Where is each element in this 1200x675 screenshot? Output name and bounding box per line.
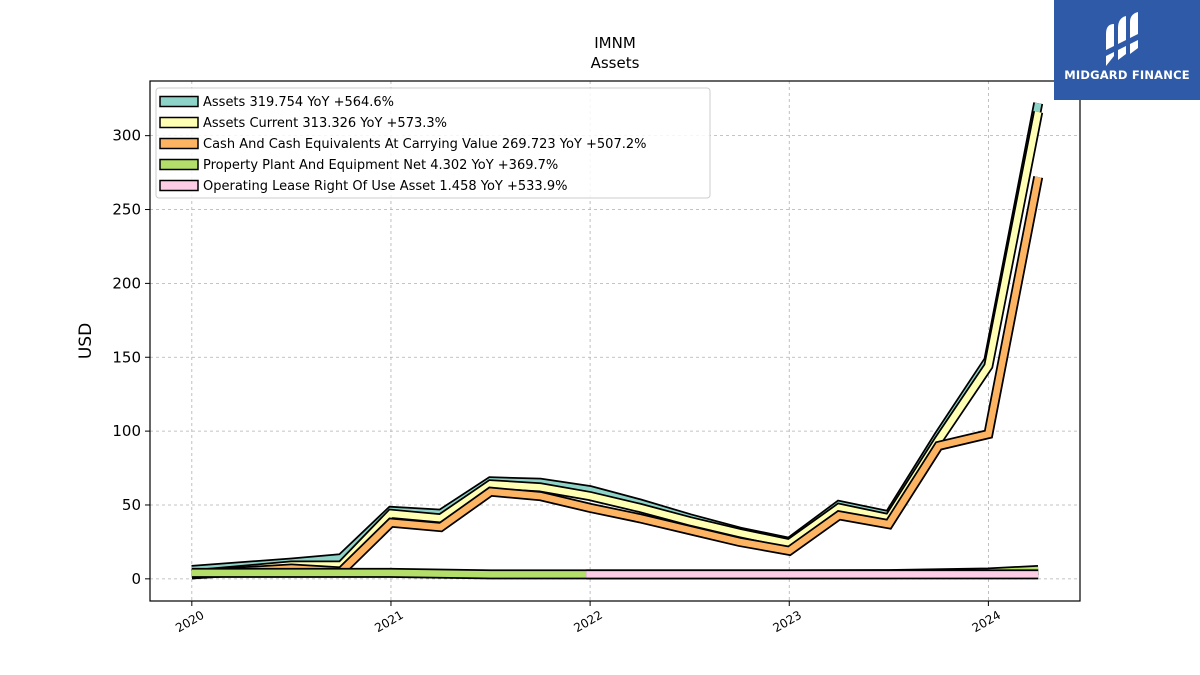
y-tick-label-0: 0: [131, 570, 141, 588]
legend-swatch-2: [159, 137, 199, 150]
legend-label-0: Assets 319.754 YoY +564.6%: [203, 95, 394, 110]
series-layer: [191, 102, 1044, 580]
y-axis-label: USD: [76, 323, 96, 359]
legend-item-3: Property Plant And Equipment Net 4.302 Y…: [159, 158, 558, 173]
chart-title: IMNM: [594, 34, 636, 52]
x-tick-label-4: 2024: [970, 608, 1003, 635]
legend-label-1: Assets Current 313.326 YoY +573.3%: [203, 116, 447, 131]
legend-item-2: Cash And Cash Equivalents At Carrying Va…: [159, 137, 646, 152]
x-tick-label-2: 2022: [571, 608, 604, 635]
legend-item-1: Assets Current 313.326 YoY +573.3%: [159, 116, 447, 131]
y-tick-label-1: 50: [122, 496, 141, 514]
legend-swatch-4: [159, 179, 199, 192]
legend-swatch-3: [159, 158, 199, 171]
y-tick-label-4: 200: [112, 274, 141, 292]
y-tick-label-3: 150: [112, 348, 141, 366]
legend-label-3: Property Plant And Equipment Net 4.302 Y…: [203, 158, 558, 173]
x-tick-label-1: 2021: [372, 608, 405, 635]
y-tick-label-6: 300: [112, 127, 141, 145]
legend-box: [155, 87, 711, 199]
legend-item-0: Assets 319.754 YoY +564.6%: [159, 95, 394, 110]
legend-item-4: Operating Lease Right Of Use Asset 1.458…: [159, 179, 567, 194]
legend-swatch-1: [159, 116, 199, 129]
brand-name: MIDGARD FINANCE: [1064, 68, 1190, 82]
brand-logo: MIDGARD FINANCE: [1054, 0, 1200, 100]
legend: Assets 319.754 YoY +564.6% Assets Current…: [155, 87, 711, 199]
legend-label-2: Cash And Cash Equivalents At Carrying Va…: [203, 137, 646, 152]
midgard-logo-icon: [1106, 12, 1138, 66]
series-2: [191, 176, 1044, 580]
x-tick-label-3: 2023: [771, 608, 804, 635]
series-line-2: [191, 176, 1042, 578]
x-tick-label-0: 2020: [173, 608, 206, 635]
y-tick-label-2: 100: [112, 422, 141, 440]
legend-label-4: Operating Lease Right Of Use Asset 1.458…: [203, 179, 567, 194]
y-tick-label-5: 250: [112, 201, 141, 219]
plot-frame: [149, 80, 1081, 602]
chart-subtitle: Assets: [591, 54, 640, 72]
legend-swatch-0: [159, 95, 199, 108]
axes: 0 50 100 150 200 250 300 2020 2021 2022 2023 2024: [112, 80, 1081, 635]
